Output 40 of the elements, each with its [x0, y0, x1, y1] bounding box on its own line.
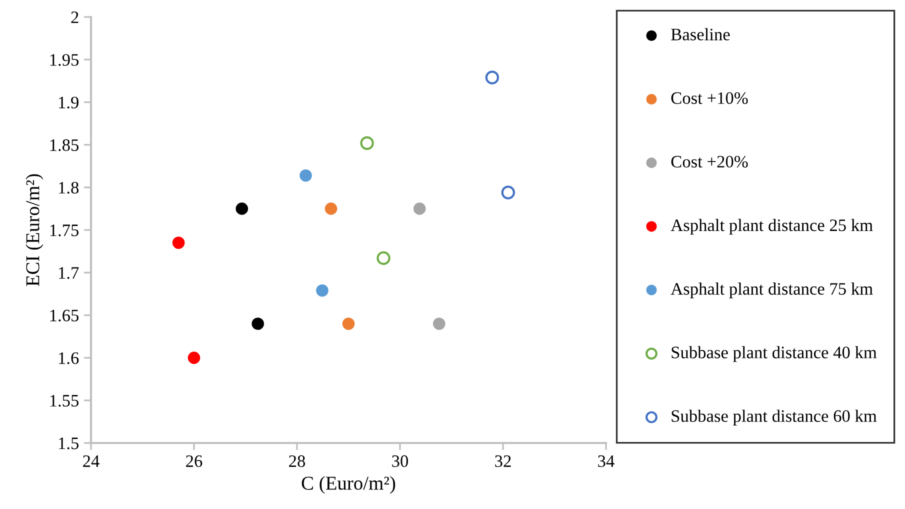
point — [413, 202, 426, 215]
x-tick-label: 28 — [289, 455, 306, 468]
y-tick-label: 1.5 — [59, 438, 79, 450]
point — [252, 318, 264, 330]
point — [236, 202, 248, 215]
x-tick-label: 24 — [83, 455, 100, 467]
legend-label: Subbase plant distance 40 km — [672, 346, 877, 362]
x-tick-label: 32 — [495, 455, 511, 468]
point — [324, 202, 338, 215]
x-axis-title: C (Euro/m²) — [302, 476, 396, 494]
y-tick-label: 1.9 — [59, 96, 78, 108]
legend-label: Asphalt plant distance 25 km — [670, 218, 873, 235]
y-tick-label: 1.75 — [50, 224, 79, 236]
y-tick-label: 1.65 — [50, 310, 79, 322]
legend-label: Cost +10% — [671, 92, 748, 104]
legend-label: Subbase plant distance 60 km — [672, 410, 877, 426]
y-tick-label: 1.85 — [50, 139, 79, 152]
point — [300, 169, 312, 182]
y-axis-title: ECI (Euro/m²) — [26, 174, 44, 286]
point — [342, 318, 355, 330]
y-tick-label: 1.6 — [59, 352, 79, 364]
legend-label: Baseline — [671, 28, 730, 40]
legend-label: Asphalt plant distance 75 km — [670, 282, 873, 298]
point — [188, 352, 200, 364]
y-tick-label: 1.8 — [59, 182, 79, 194]
x-tick-label: 30 — [392, 455, 408, 468]
point — [376, 251, 390, 265]
legend-label: Cost +20% — [671, 156, 748, 168]
point — [501, 186, 516, 200]
y-tick-label: 1.95 — [50, 54, 79, 66]
y-tick-label: 1.55 — [50, 394, 79, 407]
point — [485, 70, 500, 84]
x-tick-label: 26 — [186, 455, 202, 468]
point — [172, 236, 185, 249]
point — [360, 136, 374, 150]
x-tick-label: 34 — [598, 455, 614, 468]
point — [316, 284, 328, 297]
y-tick-label: 2 — [71, 12, 78, 24]
point — [432, 318, 446, 330]
y-tick-label: 1.7 — [59, 267, 79, 279]
